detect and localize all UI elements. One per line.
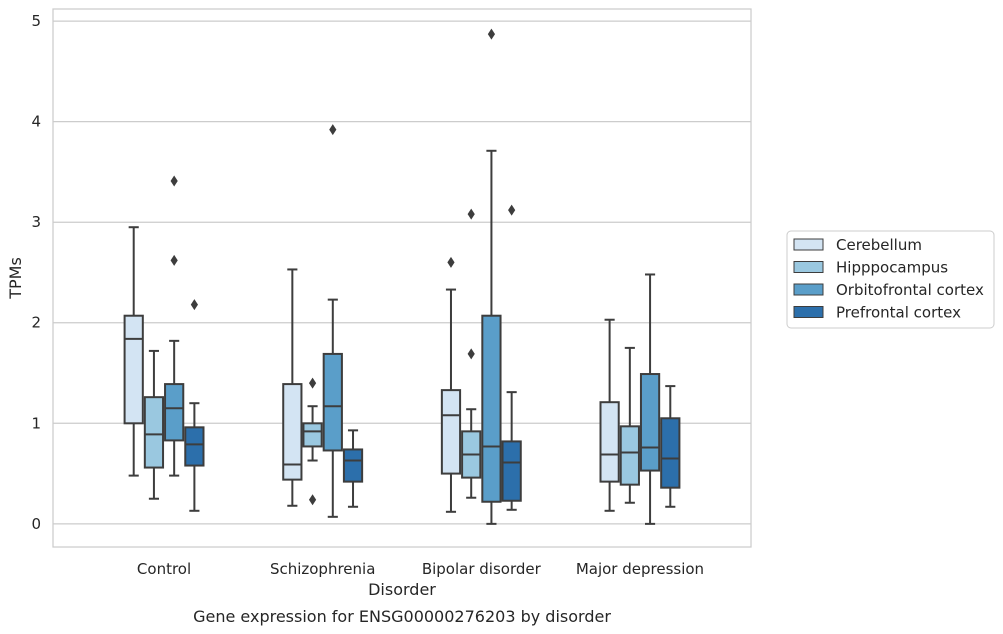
legend-frame (786, 230, 995, 329)
y-tick-labels: 0 1 2 3 4 5 (31, 12, 41, 533)
y-axis-title: TPMs (6, 257, 25, 300)
box-group (123, 226, 144, 477)
outlier-point (447, 256, 455, 268)
box-group (282, 268, 303, 507)
outlier-point (308, 377, 317, 389)
box (660, 417, 681, 489)
box-group (164, 175, 185, 477)
legend-entries: Cerebellum Hipppocampus Orbitofrontal cort… (793, 236, 984, 322)
box (164, 383, 185, 442)
y-tick-label: 0 (31, 515, 41, 533)
outlier-point (467, 208, 475, 220)
x-tick-label: Control (137, 560, 191, 578)
box (639, 373, 661, 472)
box (342, 448, 364, 483)
outlier-point (508, 204, 516, 216)
box-group (660, 385, 681, 508)
legend-swatch (793, 261, 824, 273)
chart-caption: Gene expression for ENSG00000276203 by d… (193, 607, 611, 626)
y-tick-label: 1 (31, 414, 41, 432)
box (282, 383, 303, 481)
y-tick-label: 3 (31, 213, 41, 231)
legend-label: Cerebellum (836, 236, 922, 254)
box-group (440, 256, 462, 513)
box-group (322, 124, 343, 518)
outlier-point (308, 494, 317, 506)
x-axis-title: Disorder (368, 580, 436, 599)
box-group (342, 429, 364, 508)
y-tick-label: 5 (31, 12, 41, 30)
outlier-point (467, 348, 475, 360)
outlier-point (487, 28, 496, 40)
box (440, 389, 462, 475)
box (599, 401, 620, 483)
y-tick-label: 4 (31, 113, 41, 131)
x-tick-labels: Control Schizophrenia Bipolar disorder Majo… (137, 560, 704, 578)
outlier-point (190, 299, 198, 311)
box-group (184, 299, 205, 512)
box (143, 396, 165, 469)
x-tick-label: Bipolar disorder (422, 560, 542, 578)
box-group (599, 318, 620, 512)
x-tick-label: Schizophrenia (270, 560, 375, 578)
box (501, 440, 522, 502)
y-tick-label: 2 (31, 314, 41, 332)
box-group (619, 346, 640, 504)
box (184, 426, 205, 467)
box (481, 314, 502, 503)
box (322, 352, 343, 452)
box-group (639, 273, 661, 525)
box-layer (123, 28, 681, 525)
legend-swatch (793, 238, 824, 251)
legend-label: Orbitofrontal cortex (836, 281, 984, 299)
box-group (481, 28, 502, 525)
box-group (461, 208, 482, 499)
box-group (501, 204, 522, 511)
legend-swatch (793, 283, 824, 296)
legend-label: Prefrontal cortex (836, 304, 961, 322)
outlier-point (329, 124, 337, 136)
box (619, 425, 640, 486)
outlier-point (170, 175, 178, 187)
legend: Cerebellum Hipppocampus Orbitofrontal cort… (786, 230, 995, 329)
box-group (302, 377, 323, 506)
box (302, 422, 323, 448)
legend-swatch (793, 306, 824, 318)
legend-label: Hipppocampus (836, 259, 948, 277)
box-group (143, 349, 165, 500)
box (123, 314, 144, 425)
x-tick-label: Major depression (576, 560, 704, 578)
plot-frame (52, 8, 752, 548)
outlier-point (170, 254, 178, 266)
